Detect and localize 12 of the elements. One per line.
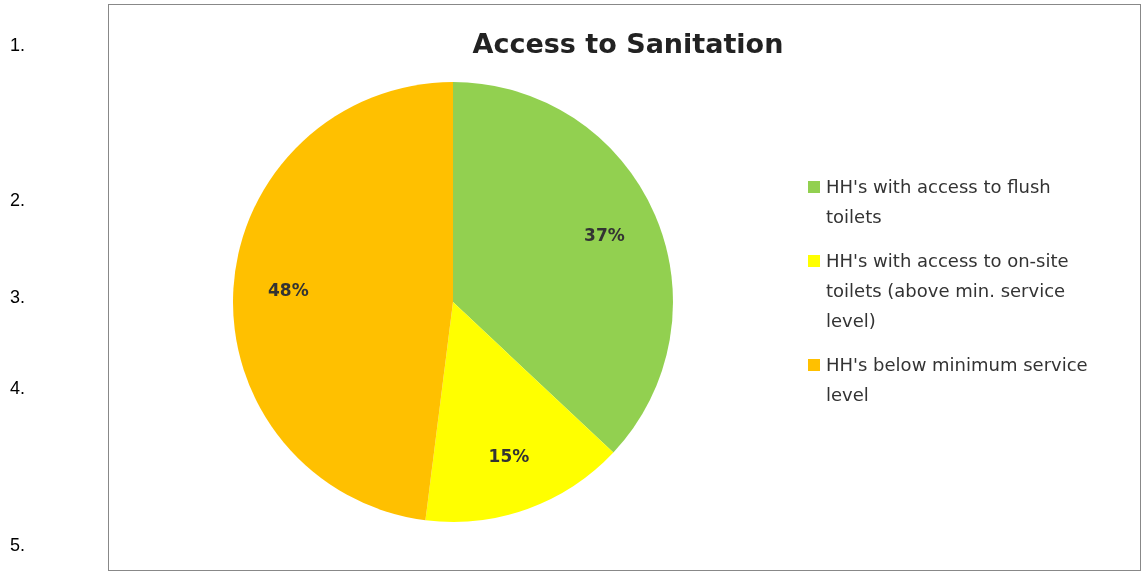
data-label: 37% [584,224,625,245]
data-label: 15% [488,445,530,466]
legend-label: HH's below minimum service level [826,353,1089,407]
data-label: 48% [267,280,309,301]
legend-label: HH's with access to flush toilets [826,175,1052,229]
text: 1. [10,35,26,56]
text: 2. [10,190,26,211]
chart-title: Access to Sanitation [471,28,785,59]
text: 3. [10,287,26,308]
text: 4. [10,378,26,399]
text: 5. [10,535,26,556]
legend-label: HH's with access to on-site toilets (above min. service level) [826,249,1070,333]
